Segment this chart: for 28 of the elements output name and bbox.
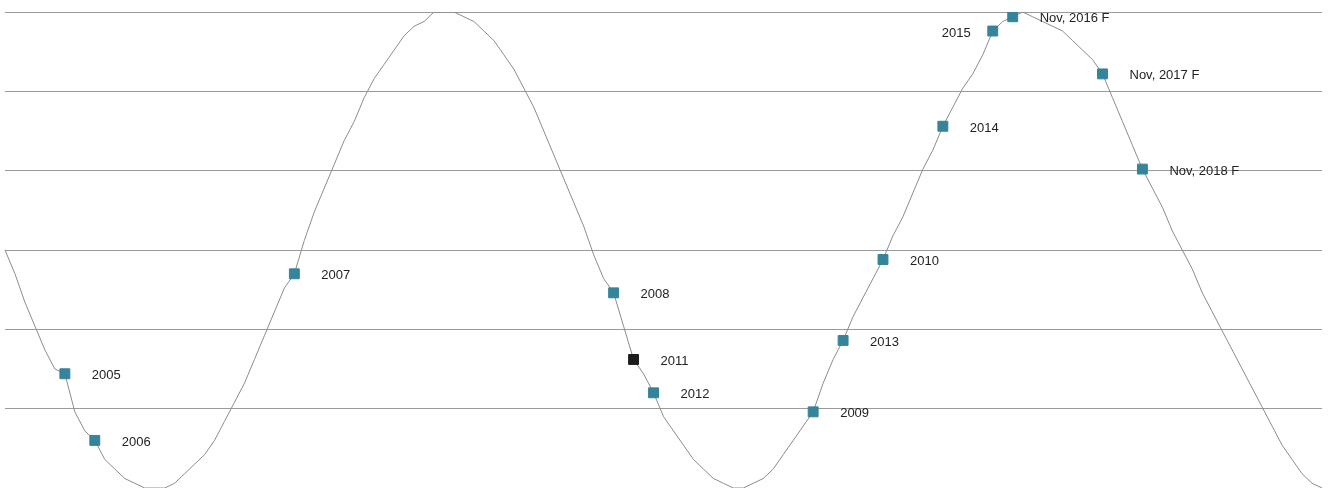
point [877, 254, 889, 265]
annotation: Nov, 2018 F [1169, 162, 1240, 178]
annotation: 2010 [910, 253, 939, 269]
annotation: Nov, 2016 F [1039, 10, 1110, 26]
point [837, 334, 849, 346]
point [59, 368, 71, 380]
annotation: 2013 [870, 334, 900, 350]
annotation: 2005 [91, 367, 121, 383]
annotation: 2007 [321, 267, 351, 283]
annotation: 2015 [941, 24, 971, 40]
point [987, 25, 999, 37]
point [937, 120, 949, 132]
point [807, 406, 819, 418]
point [1097, 68, 1108, 80]
point [89, 434, 101, 446]
annotation: Nov, 2017 F [1129, 67, 1200, 83]
point [628, 354, 640, 365]
annotation: 2006 [121, 433, 151, 449]
annotation: 2012 [680, 386, 710, 402]
point [648, 387, 659, 399]
annotation: 2014 [969, 119, 999, 135]
point [1136, 163, 1148, 175]
annotation: 2008 [640, 286, 670, 302]
point [1007, 12, 1019, 23]
point [608, 287, 620, 299]
annotation: 2011 [660, 353, 689, 369]
annotation: 2009 [840, 405, 870, 421]
point [288, 268, 300, 280]
